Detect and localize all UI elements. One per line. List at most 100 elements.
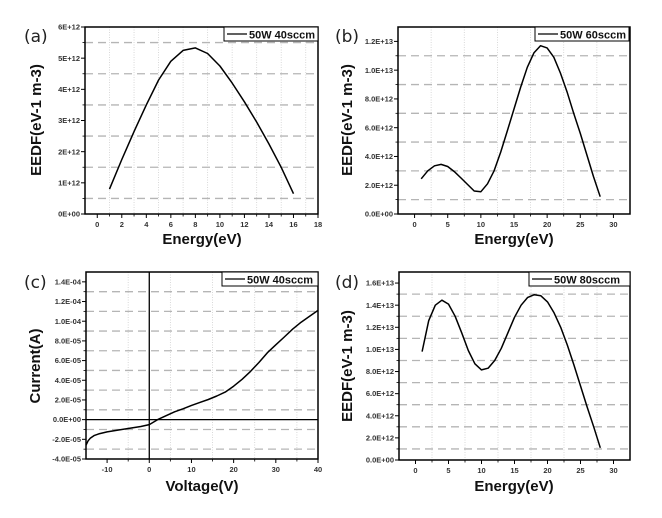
legend: 50W 40sccm <box>221 271 319 287</box>
x-axis-title: Energy(eV) <box>474 231 553 248</box>
panel-b: 0 5 10 15 20 25 30 0.0E+00 2.0E+12 4.0E+12 6.0E+12… <box>335 26 631 248</box>
y-tick-label: 2.0E-05 <box>55 396 81 405</box>
x-tick-label: 2 <box>120 220 124 229</box>
series-line <box>420 44 601 197</box>
x-tick-label: 0 <box>95 220 99 229</box>
y-tick-label: 4.0E-05 <box>55 376 81 385</box>
plot-frame <box>397 26 631 215</box>
y-tick-label: 2E+12 <box>58 147 80 156</box>
x-tick-label: 20 <box>543 466 551 475</box>
x-tick-label: 30 <box>609 466 617 475</box>
y-tick-label: 0.0E+00 <box>365 210 393 219</box>
y-tick-label: 2.0E+12 <box>366 433 394 442</box>
x-tick-label: 15 <box>510 466 518 475</box>
x-tick-label: 20 <box>543 220 551 229</box>
y-tick-label: 6.0E+12 <box>366 389 394 398</box>
legend-label: 50W 80sccm <box>554 275 620 287</box>
y-tick-label: 5E+12 <box>58 54 80 63</box>
y-tick-label: 1.0E+13 <box>365 66 393 75</box>
series-line <box>108 47 295 195</box>
y-tick-label: 1.4E+13 <box>366 301 394 310</box>
plot-area: 0 5 10 15 20 25 30 0.0E+00 2.0E+12 4.0E+12 6.0E+12… <box>365 26 631 229</box>
y-tick-label: -2.0E-05 <box>52 435 81 444</box>
x-tick-label: 16 <box>289 220 297 229</box>
y-tick-label: 6.0E-05 <box>55 356 81 365</box>
legend-label: 50W 40sccm <box>247 275 313 287</box>
legend: 50W 60sccm <box>534 26 630 42</box>
plot-area: 0 5 10 15 20 25 30 0.0E+00 2.0E+12 4.0E+12 6.0E+12… <box>366 271 631 475</box>
panel-a: 0 2 4 6 8 10 12 14 16 18 0E+00 1E+12 2E+12 3E+12 4E+12… <box>24 23 322 248</box>
x-tick-label: 10 <box>216 220 224 229</box>
y-tick-label: 0E+00 <box>58 210 80 219</box>
x-tick-label: 30 <box>272 465 280 474</box>
panel-label: (c) <box>24 273 47 293</box>
x-tick-label: 4 <box>144 220 149 229</box>
x-tick-label: 10 <box>477 466 485 475</box>
x-tick-label: 10 <box>477 220 485 229</box>
y-tick-label: 6E+12 <box>58 23 80 32</box>
y-tick-label: 1.2E+13 <box>366 323 394 332</box>
y-tick-label: 1E+12 <box>58 178 80 187</box>
y-tick-label: 0.0E+00 <box>53 415 81 424</box>
y-axis-title: Current(A) <box>27 329 44 404</box>
x-tick-label: 8 <box>193 220 197 229</box>
panel-label: (a) <box>24 27 48 47</box>
x-tick-label: 0 <box>413 466 417 475</box>
y-tick-label: 1.4E-04 <box>55 277 82 286</box>
panel-d: 0 5 10 15 20 25 30 0.0E+00 2.0E+12 4.0E+12 6.0E+12… <box>335 271 631 495</box>
x-tick-label: 5 <box>446 466 450 475</box>
x-tick-label: 6 <box>169 220 173 229</box>
legend: 50W 80sccm <box>528 271 631 287</box>
y-tick-label: -4.0E-05 <box>52 455 81 464</box>
legend-box <box>534 26 630 42</box>
x-tick-label: 0 <box>412 220 416 229</box>
legend-box <box>223 26 319 42</box>
y-tick-label: 8.0E+12 <box>366 367 394 376</box>
panel-c: -10 0 10 20 30 40 -4.0E-05 -2.0E-05 0.0E+00 2.0E-… <box>24 271 322 495</box>
y-tick-label: 3E+12 <box>58 116 80 125</box>
x-tick-label: 30 <box>609 220 617 229</box>
plot-area: 0 2 4 6 8 10 12 14 16 18 0E+00 1E+12 2E+12 3E+12 4E+12… <box>58 23 322 229</box>
x-tick-label: 10 <box>187 465 195 474</box>
y-tick-label: 4.0E+12 <box>365 152 393 161</box>
series-line <box>85 309 319 446</box>
y-tick-label: 4E+12 <box>58 85 80 94</box>
plot-frame <box>85 271 319 460</box>
x-tick-label: 14 <box>265 220 274 229</box>
x-tick-label: 15 <box>510 220 518 229</box>
x-tick-label: 18 <box>314 220 322 229</box>
y-tick-label: 2.0E+12 <box>365 181 393 190</box>
x-axis-title: Energy(eV) <box>474 478 553 495</box>
y-tick-label: 8.0E-05 <box>55 336 81 345</box>
y-tick-label: 1.0E+13 <box>366 345 394 354</box>
panel-label: (b) <box>335 27 359 47</box>
plot-area: -10 0 10 20 30 40 -4.0E-05 -2.0E-05 0.0E+00 2.0E-… <box>52 271 322 474</box>
legend-box <box>528 271 631 287</box>
x-axis-title: Voltage(V) <box>165 478 238 495</box>
x-tick-label: 0 <box>147 465 151 474</box>
legend-label: 50W 60sccm <box>560 30 626 42</box>
y-tick-label: 1.2E-04 <box>55 297 82 306</box>
legend: 50W 40sccm <box>223 26 319 42</box>
x-tick-label: 5 <box>446 220 450 229</box>
y-tick-label: 8.0E+12 <box>365 95 393 104</box>
x-tick-label: 40 <box>314 465 322 474</box>
y-axis-title: EEDF(eV-1 m-3) <box>339 64 356 176</box>
panel-label: (d) <box>335 273 359 293</box>
y-tick-label: 1.6E+13 <box>366 279 394 288</box>
y-tick-label: 1.0E-04 <box>55 317 82 326</box>
y-tick-label: 6.0E+12 <box>365 123 393 132</box>
y-tick-label: 0.0E+00 <box>366 456 394 465</box>
x-tick-label: 20 <box>229 465 237 474</box>
x-tick-label: 12 <box>240 220 248 229</box>
series-line <box>421 293 602 449</box>
x-tick-label: -10 <box>102 465 113 474</box>
y-tick-label: 4.0E+12 <box>366 411 394 420</box>
y-tick-label: 1.2E+13 <box>365 37 393 46</box>
legend-label: 50W 40sccm <box>249 30 315 42</box>
plot-frame <box>84 26 319 215</box>
legend-box <box>221 271 319 287</box>
y-axis-title: EEDF(eV-1 m-3) <box>28 64 45 176</box>
x-tick-label: 25 <box>576 220 584 229</box>
